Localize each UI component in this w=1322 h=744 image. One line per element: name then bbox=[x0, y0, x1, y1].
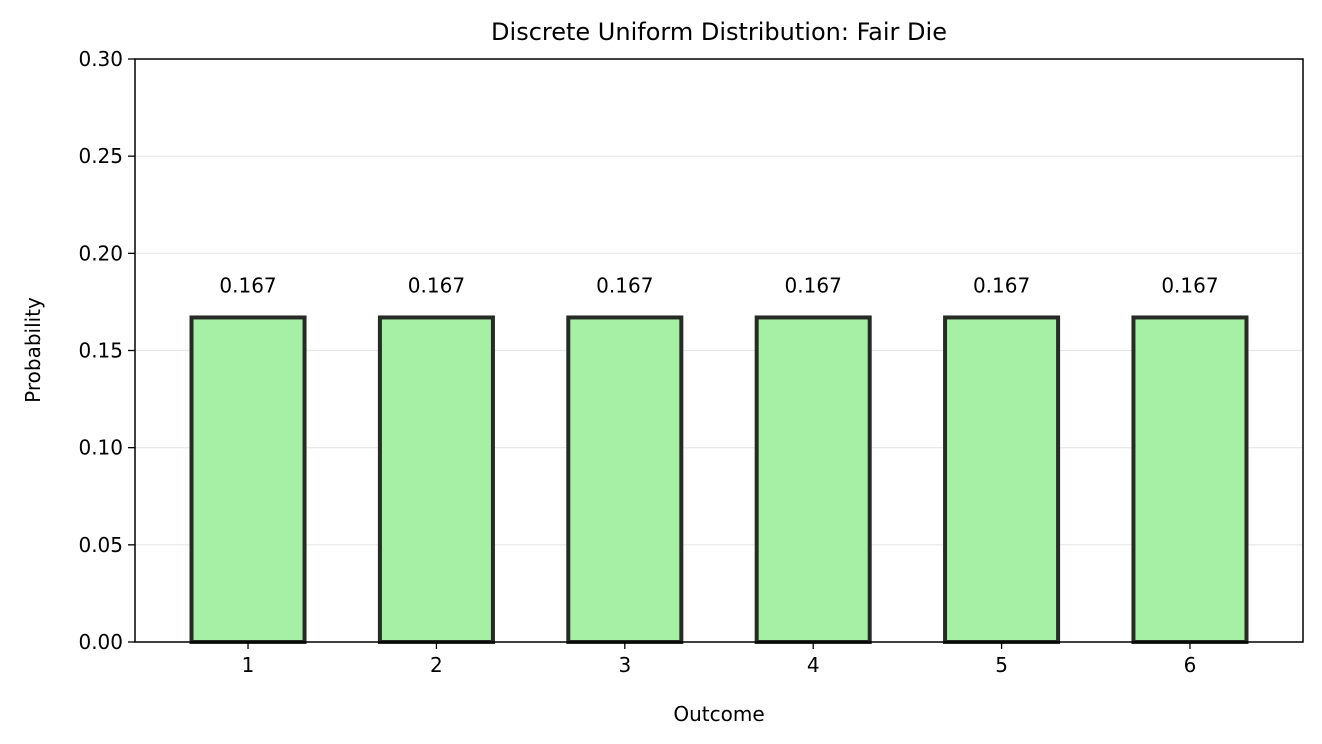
grid-layer bbox=[135, 155, 1303, 546]
y-tick-label: 0.10 bbox=[78, 436, 123, 460]
data-label-6: 0.167 bbox=[1161, 273, 1218, 297]
bar-6 bbox=[1131, 315, 1249, 644]
y-axis: 0.00 0.05 0.10 0.15 0.20 0.25 0.30 bbox=[78, 47, 135, 654]
y-tick-label: 0.30 bbox=[78, 47, 123, 71]
x-axis: 1 2 3 4 5 6 bbox=[242, 642, 1197, 677]
x-tick-label: 3 bbox=[618, 653, 631, 677]
x-tick-label: 5 bbox=[995, 653, 1008, 677]
bar-1 bbox=[189, 315, 307, 644]
bar-3 bbox=[566, 315, 684, 644]
data-label-1: 0.167 bbox=[219, 273, 276, 297]
x-axis-label: Outcome bbox=[673, 702, 764, 726]
x-tick-label: 6 bbox=[1184, 653, 1197, 677]
bars-layer bbox=[189, 315, 1249, 644]
data-label-2: 0.167 bbox=[408, 273, 465, 297]
data-label-4: 0.167 bbox=[785, 273, 842, 297]
bar-5 bbox=[943, 315, 1061, 644]
y-tick-label: 0.00 bbox=[78, 630, 123, 654]
y-axis-label: Probability bbox=[21, 297, 45, 403]
bar-4 bbox=[754, 315, 872, 644]
y-tick-label: 0.20 bbox=[78, 241, 123, 265]
data-label-3: 0.167 bbox=[596, 273, 653, 297]
data-labels-layer: 0.167 0.167 0.167 0.167 0.167 0.167 bbox=[219, 273, 1218, 297]
y-tick-label: 0.25 bbox=[78, 144, 123, 168]
chart-title: Discrete Uniform Distribution: Fair Die bbox=[491, 18, 947, 46]
x-tick-label: 4 bbox=[807, 653, 820, 677]
y-tick-label: 0.15 bbox=[78, 339, 123, 363]
x-tick-label: 2 bbox=[430, 653, 443, 677]
data-label-5: 0.167 bbox=[973, 273, 1030, 297]
bar-2 bbox=[377, 315, 495, 644]
y-tick-label: 0.05 bbox=[78, 533, 123, 557]
x-tick-label: 1 bbox=[242, 653, 255, 677]
